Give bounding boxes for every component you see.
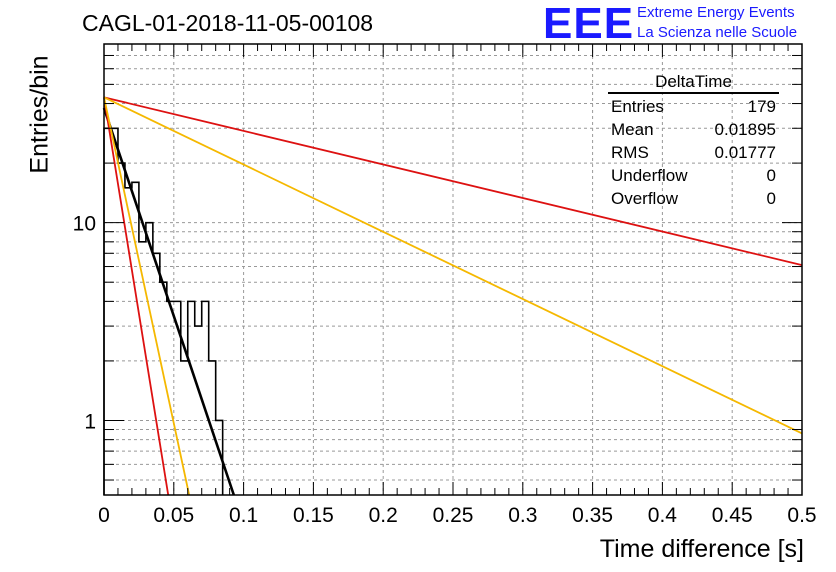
x-tick-label: 0.1 xyxy=(229,504,258,527)
chart-title: CAGL-01-2018-11-05-00108 xyxy=(82,10,374,36)
stats-value: 0.01895 xyxy=(714,120,776,139)
x-tick-label: 0.15 xyxy=(293,504,334,527)
stats-label: RMS xyxy=(611,143,649,162)
stats-label: Overflow xyxy=(611,189,679,208)
stats-row: Underflow 0 xyxy=(611,164,776,187)
y-tick-label: 10 xyxy=(73,213,96,236)
x-tick-label: 0.45 xyxy=(712,504,753,527)
logo-line-1: Extreme Energy Events xyxy=(637,4,795,21)
eee-logo: EEE xyxy=(543,0,635,48)
stats-row: Mean 0.01895 xyxy=(611,118,776,141)
stats-value: 0.01777 xyxy=(714,143,776,162)
fit-line xyxy=(103,97,170,496)
y-tick-label: 1 xyxy=(84,410,96,433)
x-tick-label: 0.5 xyxy=(787,504,816,527)
stats-title: DeltaTime xyxy=(608,72,779,94)
stats-label: Underflow xyxy=(611,166,688,185)
stats-row: Overflow 0 xyxy=(611,187,776,210)
stats-label: Mean xyxy=(611,120,654,139)
logo-line-2: La Scienza nelle Scuole xyxy=(637,24,798,41)
x-axis-label: Time difference [s] xyxy=(599,535,804,563)
fit-line xyxy=(103,96,803,266)
x-tick-label: 0.3 xyxy=(508,504,537,527)
fit-line xyxy=(103,96,803,435)
stats-value: 0 xyxy=(766,166,776,185)
x-tick-label: 0.4 xyxy=(648,504,678,527)
x-tick-label: 0 xyxy=(98,504,110,527)
stats-value: 179 xyxy=(747,97,776,116)
x-tick-label: 0.2 xyxy=(369,504,398,527)
stats-box: DeltaTime Entries 179 Mean 0.01895 RMS 0.01… xyxy=(608,72,779,210)
stats-row: RMS 0.01777 xyxy=(611,141,776,164)
fit-line xyxy=(102,107,236,496)
y-axis-label: Entries/bin xyxy=(25,55,54,174)
x-tick-label: 0.35 xyxy=(572,504,613,527)
fit-line xyxy=(103,97,191,496)
stats-label: Entries xyxy=(611,97,664,116)
stats-value: 0 xyxy=(766,189,776,208)
stats-row: Entries 179 xyxy=(611,95,776,118)
x-tick-label: 0.25 xyxy=(433,504,474,527)
x-tick-label: 0.05 xyxy=(153,504,194,527)
